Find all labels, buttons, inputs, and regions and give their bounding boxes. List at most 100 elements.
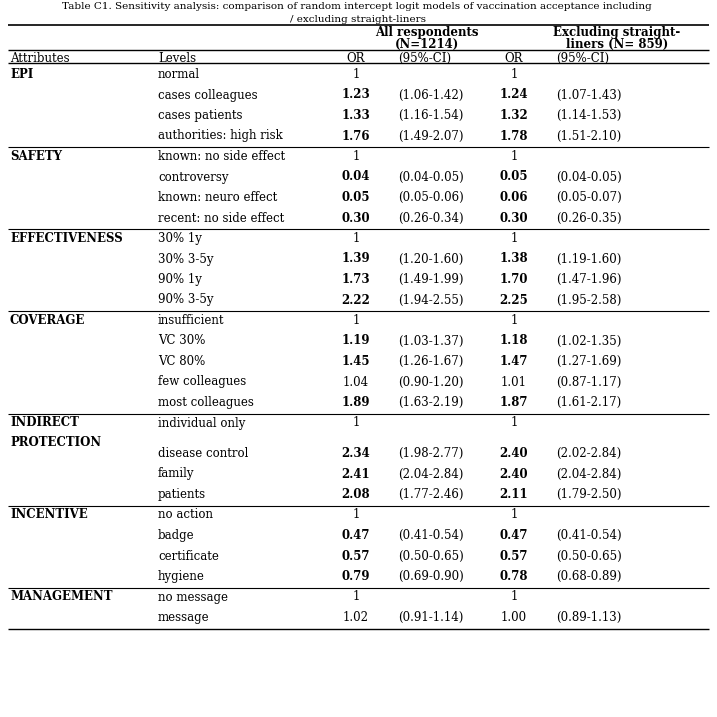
Text: 2.08: 2.08: [342, 488, 370, 501]
Text: INCENTIVE: INCENTIVE: [10, 508, 87, 521]
Text: OR: OR: [347, 52, 365, 65]
Text: (1.77-2.46): (1.77-2.46): [398, 488, 463, 501]
Text: 2.11: 2.11: [500, 488, 528, 501]
Text: individual only: individual only: [158, 417, 245, 429]
Text: EFFECTIVENESS: EFFECTIVENESS: [10, 232, 123, 245]
Text: 0.57: 0.57: [342, 549, 370, 563]
Text: known: neuro effect: known: neuro effect: [158, 191, 277, 204]
Text: 2.40: 2.40: [500, 467, 528, 480]
Text: 0.05: 0.05: [500, 171, 528, 184]
Text: 1.24: 1.24: [500, 88, 528, 102]
Text: few colleagues: few colleagues: [158, 376, 246, 389]
Text: disease control: disease control: [158, 447, 248, 460]
Text: most colleagues: most colleagues: [158, 396, 254, 409]
Text: 0.79: 0.79: [342, 570, 370, 583]
Text: 1: 1: [511, 417, 518, 429]
Text: 30% 3-5y: 30% 3-5y: [158, 252, 214, 265]
Text: MANAGEMENT: MANAGEMENT: [10, 591, 113, 604]
Text: (0.69-0.90): (0.69-0.90): [398, 570, 464, 583]
Text: 0.30: 0.30: [342, 212, 370, 224]
Text: 1: 1: [511, 314, 518, 327]
Text: (95%-CI): (95%-CI): [556, 52, 609, 65]
Text: 1: 1: [352, 150, 360, 163]
Text: (0.87-1.17): (0.87-1.17): [556, 376, 622, 389]
Text: normal: normal: [158, 68, 200, 81]
Text: 1.04: 1.04: [343, 376, 369, 389]
Text: (1.98-2.77): (1.98-2.77): [398, 447, 463, 460]
Text: 2.41: 2.41: [342, 467, 370, 480]
Text: (0.41-0.54): (0.41-0.54): [556, 529, 622, 542]
Text: (0.26-0.35): (0.26-0.35): [556, 212, 622, 224]
Text: 2.25: 2.25: [500, 293, 528, 306]
Text: (1.03-1.37): (1.03-1.37): [398, 335, 463, 348]
Text: INDIRECT: INDIRECT: [10, 417, 79, 429]
Text: (1.95-2.58): (1.95-2.58): [556, 293, 622, 306]
Text: (0.04-0.05): (0.04-0.05): [398, 171, 464, 184]
Text: VC 30%: VC 30%: [158, 335, 205, 348]
Text: (1.07-1.43): (1.07-1.43): [556, 88, 622, 102]
Text: 2.22: 2.22: [341, 293, 371, 306]
Text: VC 80%: VC 80%: [158, 355, 205, 368]
Text: 1.45: 1.45: [342, 355, 370, 368]
Text: 1.32: 1.32: [500, 109, 528, 122]
Text: 1: 1: [511, 508, 518, 521]
Text: cases colleagues: cases colleagues: [158, 88, 257, 102]
Text: 1.18: 1.18: [500, 335, 528, 348]
Text: 1.33: 1.33: [341, 109, 371, 122]
Text: 0.06: 0.06: [500, 191, 528, 204]
Text: message: message: [158, 611, 209, 624]
Text: COVERAGE: COVERAGE: [10, 314, 85, 327]
Text: EPI: EPI: [10, 68, 33, 81]
Text: (1.63-2.19): (1.63-2.19): [398, 396, 463, 409]
Text: no action: no action: [158, 508, 213, 521]
Text: (1.47-1.96): (1.47-1.96): [556, 273, 622, 286]
Text: Excluding straight-: Excluding straight-: [554, 26, 680, 39]
Text: 1.02: 1.02: [343, 611, 369, 624]
Text: 1.00: 1.00: [501, 611, 527, 624]
Text: 1.73: 1.73: [342, 273, 370, 286]
Text: authorities: high risk: authorities: high risk: [158, 130, 282, 143]
Text: (1.51-2.10): (1.51-2.10): [556, 130, 621, 143]
Text: (1.49-2.07): (1.49-2.07): [398, 130, 463, 143]
Text: (0.91-1.14): (0.91-1.14): [398, 611, 463, 624]
Text: 0.57: 0.57: [500, 549, 528, 563]
Text: 1.38: 1.38: [500, 252, 528, 265]
Text: (1.20-1.60): (1.20-1.60): [398, 252, 463, 265]
Text: (1.19-1.60): (1.19-1.60): [556, 252, 622, 265]
Text: (0.05-0.07): (0.05-0.07): [556, 191, 622, 204]
Text: 0.47: 0.47: [342, 529, 370, 542]
Text: Attributes: Attributes: [10, 52, 70, 65]
Text: 0.78: 0.78: [500, 570, 528, 583]
Text: controversy: controversy: [158, 171, 229, 184]
Text: hygiene: hygiene: [158, 570, 205, 583]
Text: 1: 1: [511, 591, 518, 604]
Text: (0.04-0.05): (0.04-0.05): [556, 171, 622, 184]
Text: 1: 1: [511, 150, 518, 163]
Text: (1.16-1.54): (1.16-1.54): [398, 109, 463, 122]
Text: recent: no side effect: recent: no side effect: [158, 212, 284, 224]
Text: (2.04-2.84): (2.04-2.84): [556, 467, 622, 480]
Text: 1: 1: [511, 68, 518, 81]
Text: cases patients: cases patients: [158, 109, 242, 122]
Text: 2.40: 2.40: [500, 447, 528, 460]
Text: 1: 1: [352, 314, 360, 327]
Text: known: no side effect: known: no side effect: [158, 150, 285, 163]
Text: (1.06-1.42): (1.06-1.42): [398, 88, 463, 102]
Text: 1: 1: [511, 232, 518, 245]
Text: 1.23: 1.23: [341, 88, 371, 102]
Text: OR: OR: [505, 52, 523, 65]
Text: 1: 1: [352, 591, 360, 604]
Text: (2.02-2.84): (2.02-2.84): [556, 447, 621, 460]
Text: (1.26-1.67): (1.26-1.67): [398, 355, 463, 368]
Text: 0.04: 0.04: [342, 171, 370, 184]
Text: (1.27-1.69): (1.27-1.69): [556, 355, 622, 368]
Text: (0.68-0.89): (0.68-0.89): [556, 570, 622, 583]
Text: certificate: certificate: [158, 549, 219, 563]
Text: (0.90-1.20): (0.90-1.20): [398, 376, 463, 389]
Text: (1.61-2.17): (1.61-2.17): [556, 396, 621, 409]
Text: 0.47: 0.47: [500, 529, 528, 542]
Text: 2.34: 2.34: [341, 447, 371, 460]
Text: (1.79-2.50): (1.79-2.50): [556, 488, 622, 501]
Text: 1.39: 1.39: [342, 252, 370, 265]
Text: 30% 1y: 30% 1y: [158, 232, 202, 245]
